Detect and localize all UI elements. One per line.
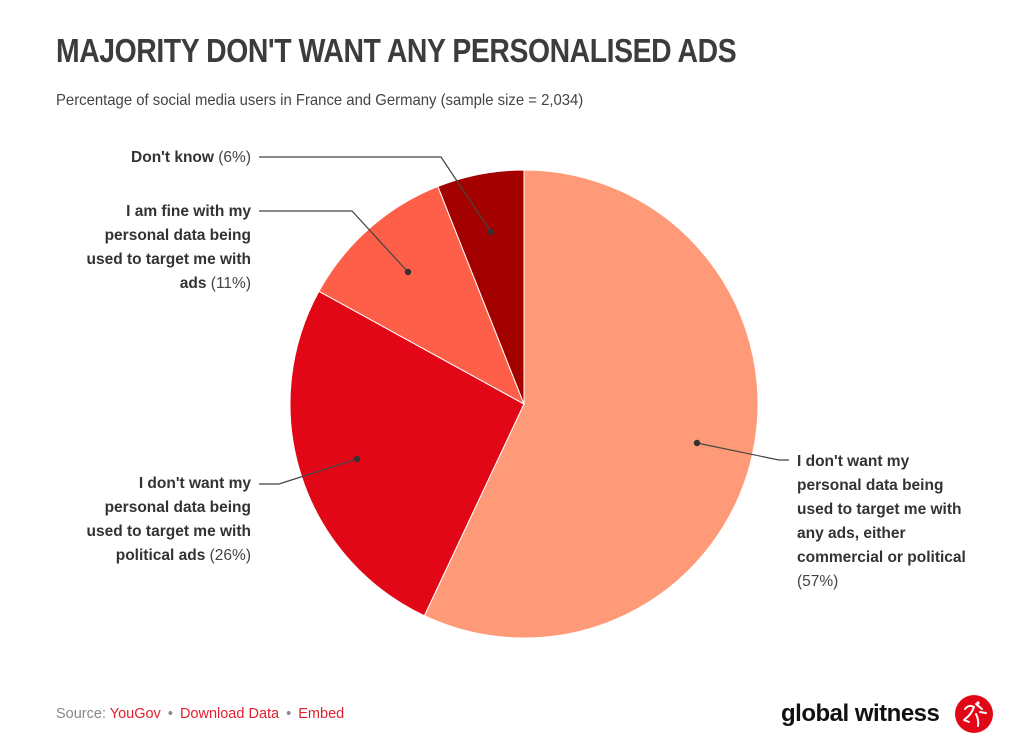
download-data-link[interactable]: Download Data [179, 706, 280, 722]
leader-dot [404, 268, 412, 276]
pie-slice [437, 169, 525, 405]
label-percent: (57%) [797, 573, 839, 590]
global-witness-logo-icon [955, 695, 993, 733]
label-line: used to target me with [86, 523, 252, 540]
label-percent: (6%) [218, 149, 251, 166]
source-link[interactable]: YouGov [109, 706, 161, 722]
label-line: I don't want my [138, 475, 251, 492]
label-percent: (26%) [209, 547, 251, 564]
chart-title: MAJORITY DON'T WANT ANY PERSONALISED ADS [56, 32, 737, 69]
footer: Source: YouGov • Download Data • Embed [56, 706, 344, 722]
label-line: I don't want my [797, 453, 910, 470]
label-percent: (11%) [210, 275, 251, 292]
label-no-political-ads: I don't want my personal data being used… [40, 472, 252, 568]
label-dont-know: Don't know (6%) [116, 146, 251, 170]
label-line: I am fine with my [126, 203, 251, 220]
leader-dot [353, 455, 361, 463]
label-line: commercial or political [797, 549, 966, 566]
source-prefix: Source: [56, 706, 110, 722]
label-line: personal data being [104, 499, 251, 516]
brand-name: global witness [781, 700, 940, 727]
separator: • [286, 706, 292, 722]
label-line: political ads [115, 547, 206, 564]
leader-dot [693, 439, 701, 447]
label-line: personal data being [797, 477, 944, 494]
leader-line [259, 458, 358, 485]
label-no-ads-at-all: I don't want my personal data being used… [797, 450, 1017, 594]
label-line: personal data being [104, 227, 251, 244]
label-text: Don't know [131, 149, 214, 166]
separator: • [167, 706, 173, 722]
label-fine-with-ads: I am fine with my personal data being us… [40, 200, 252, 296]
leader-line [259, 210, 409, 273]
label-line: used to target me with [797, 501, 962, 518]
embed-link[interactable]: Embed [298, 706, 345, 722]
label-line: used to target me with [86, 251, 252, 268]
label-line: ads [179, 275, 207, 292]
pie-slice [318, 185, 525, 406]
leader-line [696, 442, 789, 461]
label-line: any ads, either [797, 525, 906, 542]
chart-subtitle: Percentage of social media users in Fran… [56, 92, 584, 109]
leader-line [259, 156, 492, 233]
leader-dot [487, 228, 495, 236]
